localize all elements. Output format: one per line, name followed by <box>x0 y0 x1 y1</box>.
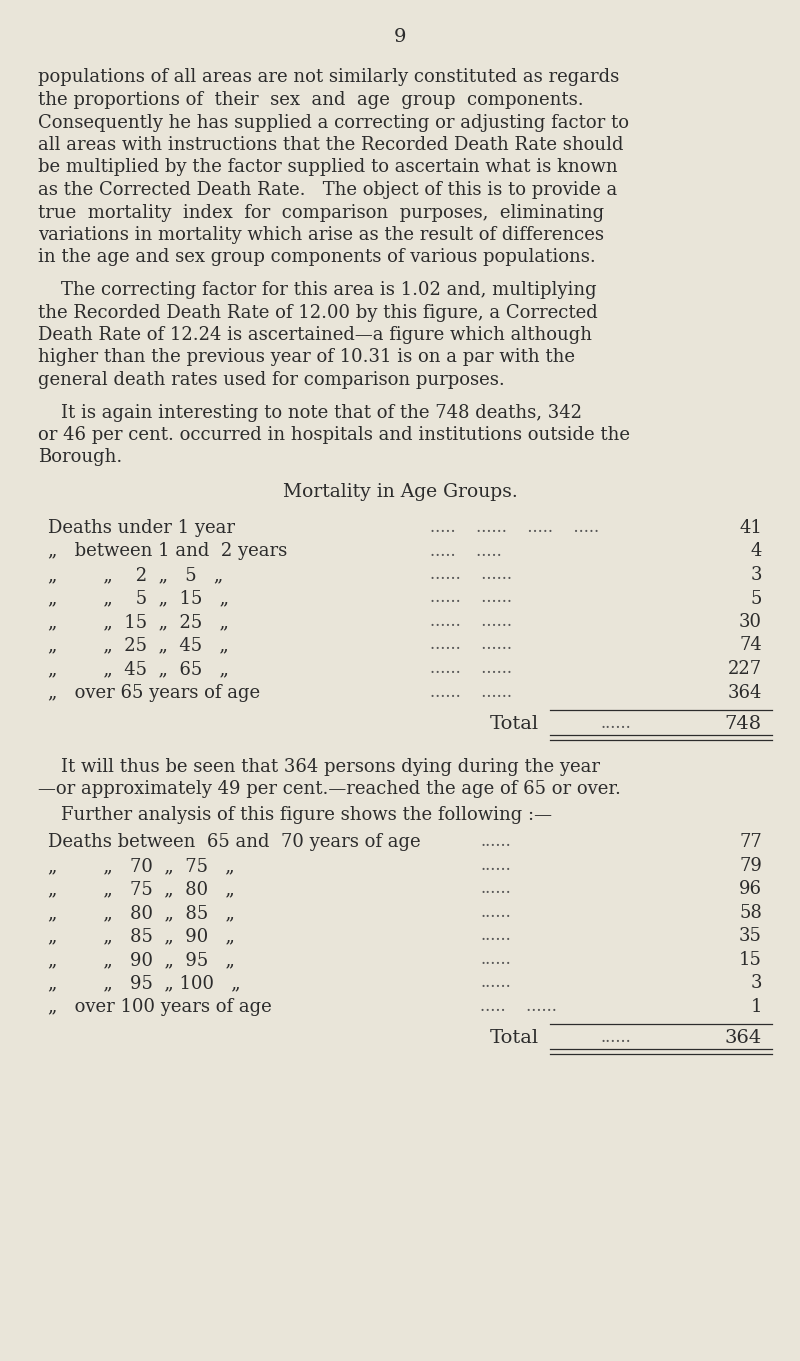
Text: the proportions of  their  sex  and  age  group  components.: the proportions of their sex and age gro… <box>38 91 584 109</box>
Text: 96: 96 <box>739 881 762 898</box>
Text: „   between 1 and  2 years: „ between 1 and 2 years <box>48 543 287 561</box>
Text: 364: 364 <box>728 683 762 701</box>
Text: „        „   90  „  95   „: „ „ 90 „ 95 „ <box>48 951 235 969</box>
Text: It is again interesting to note that of the 748 deaths, 342: It is again interesting to note that of … <box>38 403 582 422</box>
Text: „   over 100 years of age: „ over 100 years of age <box>48 998 272 1015</box>
Text: true  mortality  index  for  comparison  purposes,  eliminating: true mortality index for comparison purp… <box>38 204 604 222</box>
Text: 4: 4 <box>750 543 762 561</box>
Text: Borough.: Borough. <box>38 449 122 467</box>
Text: 41: 41 <box>739 519 762 538</box>
Text: ......: ...... <box>480 857 510 874</box>
Text: ......: ...... <box>480 881 510 897</box>
Text: 748: 748 <box>725 715 762 734</box>
Text: 79: 79 <box>739 857 762 875</box>
Text: „        „  25  „  45   „: „ „ 25 „ 45 „ <box>48 637 229 655</box>
Text: Mortality in Age Groups.: Mortality in Age Groups. <box>282 483 518 501</box>
Text: —or approximately 49 per cent.—reached the age of 65 or over.: —or approximately 49 per cent.—reached t… <box>38 780 621 799</box>
Text: as the Corrected Death Rate.   The object of this is to provide a: as the Corrected Death Rate. The object … <box>38 181 618 199</box>
Text: „        „    2  „   5   „: „ „ 2 „ 5 „ <box>48 566 223 584</box>
Text: „        „   70  „  75   „: „ „ 70 „ 75 „ <box>48 857 234 875</box>
Text: ......    ......: ...... ...... <box>430 589 512 607</box>
Text: ......: ...... <box>480 833 510 851</box>
Text: the Recorded Death Rate of 12.00 by this figure, a Corrected: the Recorded Death Rate of 12.00 by this… <box>38 304 598 321</box>
Text: 3: 3 <box>750 974 762 992</box>
Text: all areas with instructions that the Recorded Death Rate should: all areas with instructions that the Rec… <box>38 136 623 154</box>
Text: be multiplied by the factor supplied to ascertain what is known: be multiplied by the factor supplied to … <box>38 158 618 177</box>
Text: ......    ......: ...... ...... <box>430 566 512 583</box>
Text: 15: 15 <box>739 951 762 969</box>
Text: Deaths under 1 year: Deaths under 1 year <box>48 519 235 538</box>
Text: general death rates used for comparison purposes.: general death rates used for comparison … <box>38 372 505 389</box>
Text: 58: 58 <box>739 904 762 921</box>
Text: It will thus be seen that 364 persons dying during the year: It will thus be seen that 364 persons dy… <box>38 758 600 776</box>
Text: 1: 1 <box>750 998 762 1015</box>
Text: 30: 30 <box>739 612 762 632</box>
Text: Death Rate of 12.24 is ascertained—a figure which although: Death Rate of 12.24 is ascertained—a fig… <box>38 327 592 344</box>
Text: or 46 per cent. occurred in hospitals and institutions outside the: or 46 per cent. occurred in hospitals an… <box>38 426 630 444</box>
Text: „   over 65 years of age: „ over 65 years of age <box>48 683 260 701</box>
Text: ......: ...... <box>480 974 510 991</box>
Text: 3: 3 <box>750 566 762 584</box>
Text: 77: 77 <box>739 833 762 852</box>
Text: higher than the previous year of 10.31 is on a par with the: higher than the previous year of 10.31 i… <box>38 348 575 366</box>
Text: „        „    5  „  15   „: „ „ 5 „ 15 „ <box>48 589 229 607</box>
Text: Total: Total <box>490 1029 539 1048</box>
Text: Total: Total <box>490 715 539 734</box>
Text: ......    ......: ...... ...... <box>430 683 512 701</box>
Text: „        „  15  „  25   „: „ „ 15 „ 25 „ <box>48 612 229 632</box>
Text: 5: 5 <box>750 589 762 607</box>
Text: variations in mortality which arise as the result of differences: variations in mortality which arise as t… <box>38 226 604 244</box>
Text: ......: ...... <box>480 951 510 968</box>
Text: 364: 364 <box>725 1029 762 1048</box>
Text: „        „   75  „  80   „: „ „ 75 „ 80 „ <box>48 881 234 898</box>
Text: ......    ......: ...... ...... <box>430 612 512 630</box>
Text: ......: ...... <box>480 904 510 921</box>
Text: The correcting factor for this area is 1.02 and, multiplying: The correcting factor for this area is 1… <box>38 280 597 299</box>
Text: 74: 74 <box>739 637 762 655</box>
Text: ......    ......: ...... ...... <box>430 637 512 653</box>
Text: ......: ...... <box>480 927 510 945</box>
Text: in the age and sex group components of various populations.: in the age and sex group components of v… <box>38 249 596 267</box>
Text: ......: ...... <box>600 1029 630 1047</box>
Text: 227: 227 <box>728 660 762 678</box>
Text: Deaths between  65 and  70 years of age: Deaths between 65 and 70 years of age <box>48 833 421 852</box>
Text: 35: 35 <box>739 927 762 946</box>
Text: ......    ......: ...... ...... <box>430 660 512 676</box>
Text: populations of all areas are not similarly constituted as regards: populations of all areas are not similar… <box>38 68 619 87</box>
Text: .....    .....: ..... ..... <box>430 543 502 559</box>
Text: Consequently he has supplied a correcting or adjusting factor to: Consequently he has supplied a correctin… <box>38 113 629 132</box>
Text: „        „  45  „  65   „: „ „ 45 „ 65 „ <box>48 660 229 678</box>
Text: „        „   80  „  85   „: „ „ 80 „ 85 „ <box>48 904 235 921</box>
Text: „        „   85  „  90   „: „ „ 85 „ 90 „ <box>48 927 235 946</box>
Text: .....    ......: ..... ...... <box>480 998 557 1015</box>
Text: ......: ...... <box>600 715 630 732</box>
Text: .....    ......    .....    .....: ..... ...... ..... ..... <box>430 519 599 536</box>
Text: 9: 9 <box>394 29 406 46</box>
Text: Further analysis of this figure shows the following :—: Further analysis of this figure shows th… <box>38 806 552 823</box>
Text: „        „   95  „ 100   „: „ „ 95 „ 100 „ <box>48 974 241 992</box>
